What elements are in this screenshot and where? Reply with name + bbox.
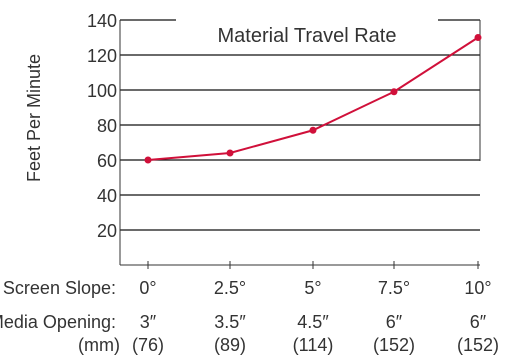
x-tick-label: 10°	[464, 278, 491, 298]
x-tick-label: 3″	[140, 312, 157, 332]
x-tick-label: 4.5″	[297, 312, 329, 332]
y-tick-label: 40	[97, 186, 117, 206]
x-row-label: Screen Slope:	[3, 278, 116, 298]
x-tick-label: 2.5°	[214, 278, 246, 298]
data-point	[474, 34, 482, 41]
y-tick-label: 60	[97, 151, 117, 171]
x-tick-label: 0°	[139, 278, 156, 298]
x-tick-label: (114)	[293, 335, 334, 355]
title-background	[176, 18, 438, 48]
series	[144, 34, 482, 164]
x-tick-label: 7.5°	[378, 278, 410, 298]
chart-title: Material Travel Rate	[218, 25, 397, 47]
x-tick-label: (76)	[132, 335, 164, 355]
y-tick-label: 140	[87, 11, 117, 31]
y-tick-label: 100	[87, 81, 117, 101]
y-tick-label: 120	[87, 46, 117, 66]
data-point	[144, 156, 152, 164]
x-tick-label: (152)	[457, 335, 499, 355]
x-tick-label: 3.5″	[214, 312, 246, 332]
data-point	[309, 126, 317, 134]
y-tick-labels: 20 40 60 80 100 120 140	[87, 11, 117, 241]
x-tick-label: (89)	[214, 335, 246, 355]
x-tick-label: 5°	[304, 278, 321, 298]
x-tick-label: 6″	[470, 312, 487, 332]
x-tick-label: 6″	[386, 312, 403, 332]
x-tick-label: (152)	[373, 335, 415, 355]
data-point	[226, 149, 234, 157]
grid-lines	[120, 19, 480, 231]
y-tick-label: 20	[97, 221, 117, 241]
x-axis-rows: Screen Slope: 0° 2.5° 5° 7.5° 10° Media Openin…	[0, 278, 499, 355]
y-tick-label: 80	[97, 116, 117, 136]
x-row-label: (mm)	[78, 335, 120, 355]
series-line	[147, 36, 479, 161]
y-axis-label: Feet Per Minute	[24, 54, 44, 182]
data-point	[390, 88, 398, 96]
x-row-label: Media Opening:	[0, 312, 116, 332]
axes	[119, 20, 481, 269]
